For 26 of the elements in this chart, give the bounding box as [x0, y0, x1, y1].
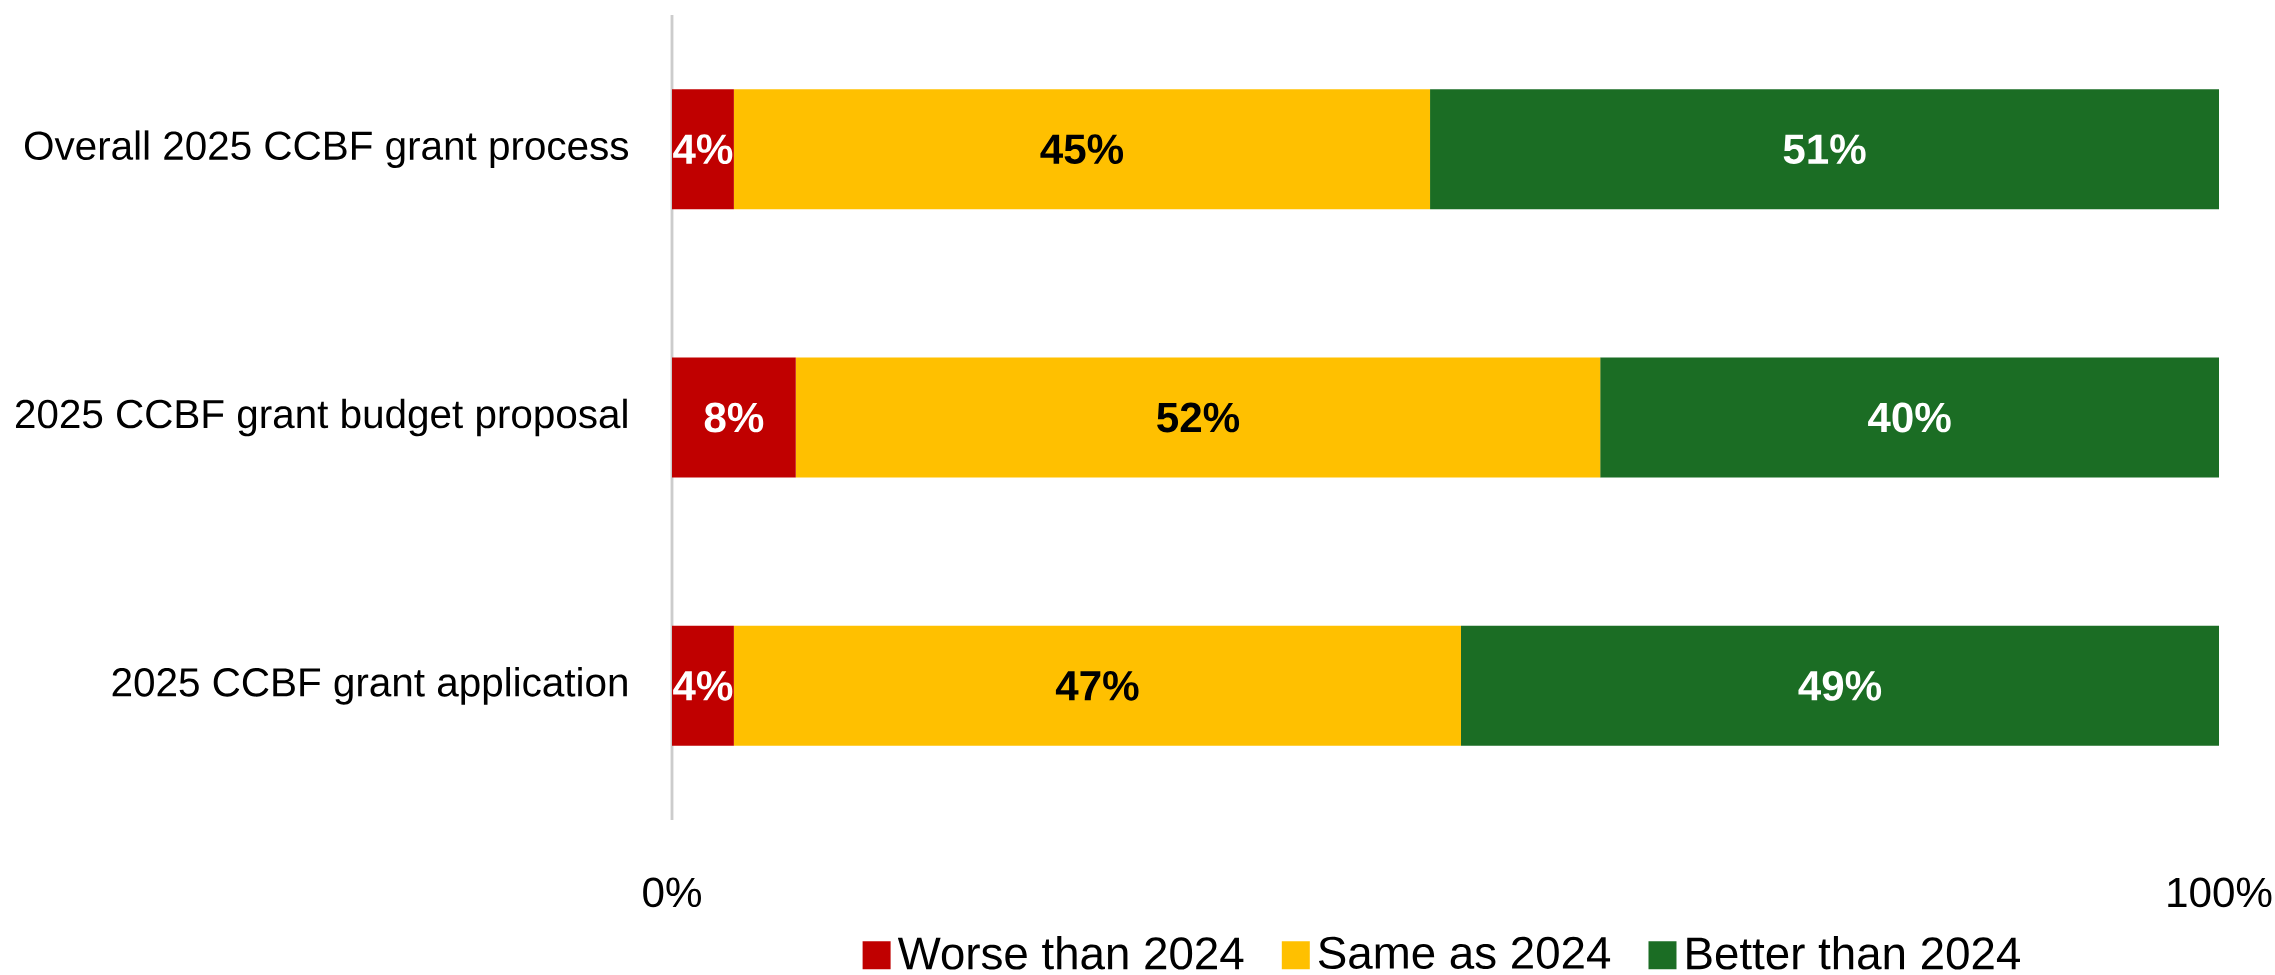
bar	[672, 625, 734, 746]
bar	[733, 89, 1431, 210]
data-label: 45%	[1040, 134, 1124, 165]
data-label: 4%	[673, 671, 733, 701]
bar	[672, 89, 734, 210]
data-label: 52%	[1157, 402, 1240, 433]
legend-label: Worse than 2024	[897, 936, 1244, 970]
data-label: 47%	[1055, 671, 1139, 701]
y-tick-label: 2025 CCBF grant budget proposal	[15, 398, 627, 437]
legend-label: Same as 2024	[1318, 936, 1611, 970]
bar	[672, 357, 796, 478]
bar	[1460, 625, 2220, 746]
bar	[1430, 89, 2220, 210]
data-label: 51%	[1783, 134, 1866, 165]
y-tick-label: 2025 CCBF grant application	[112, 667, 627, 705]
bar	[795, 357, 1601, 478]
bar	[1600, 357, 2220, 478]
data-label: 40%	[1868, 402, 1951, 433]
data-label: 4%	[673, 134, 733, 165]
data-label: 8%	[704, 402, 764, 433]
legend-label: Better than 2024	[1687, 936, 2020, 970]
bar	[733, 625, 1461, 746]
x-tick-label: 100%	[2168, 877, 2272, 908]
y-tick-label: Overall 2025 CCBF grant process	[24, 130, 629, 169]
x-tick-label: 0%	[643, 877, 701, 908]
data-label: 49%	[1798, 670, 1882, 701]
